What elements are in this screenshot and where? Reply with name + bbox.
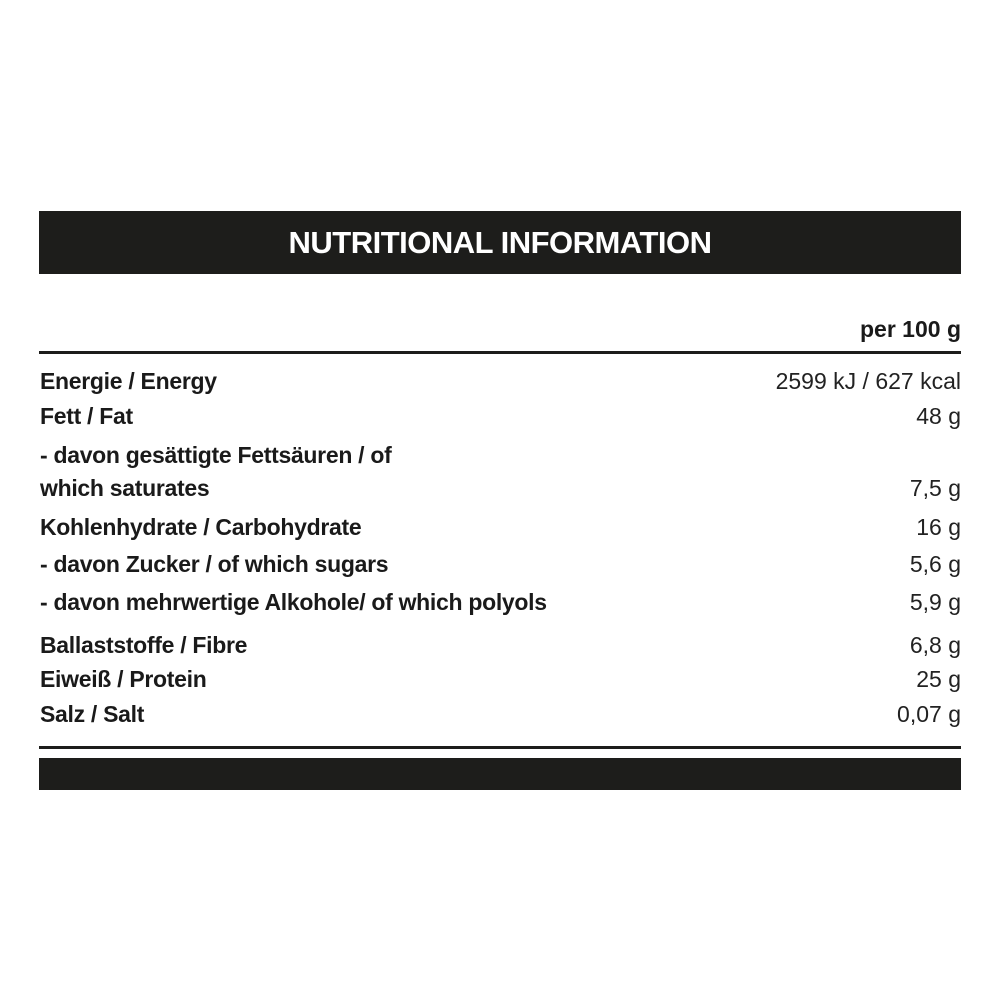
table-row: Kohlenhydrate / Carbohydrate 16 g (40, 511, 961, 544)
row-label: - davon mehrwertige Alkohole/ of which p… (40, 589, 547, 615)
footer-divider (39, 746, 961, 749)
table-row: Energie / Energy 2599 kJ / 627 kcal (40, 365, 961, 398)
row-value: 5,6 g (909, 551, 961, 577)
header-divider (39, 351, 961, 354)
row-label: Energie / Energy (40, 368, 217, 394)
footer-bar (39, 758, 961, 790)
column-header: per 100 g (860, 316, 961, 342)
row-label: Salz / Salt (40, 701, 145, 727)
row-value: 5,9 g (909, 589, 961, 615)
row-label: - davon gesättigte Fettsäuren / of (40, 442, 392, 468)
table-title: NUTRITIONAL INFORMATION (288, 224, 712, 260)
row-value: 2599 kJ / 627 kcal (775, 368, 961, 394)
row-label: - davon Zucker / of which sugars (40, 551, 389, 577)
row-value: 16 g (916, 514, 961, 540)
table-row: Fett / Fat 48 g (40, 400, 961, 433)
row-label: Fett / Fat (40, 403, 133, 429)
row-label: Ballaststoffe / Fibre (40, 632, 248, 658)
table-row: - davon Zucker / of which sugars 5,6 g (40, 548, 961, 581)
row-value: 25 g (916, 666, 961, 692)
row-label: Kohlenhydrate / Carbohydrate (40, 514, 362, 540)
row-label-continued: which saturates (40, 475, 210, 501)
table-row: - davon mehrwertige Alkohole/ of which p… (40, 586, 961, 619)
row-value: 7,5 g (909, 475, 961, 501)
table-row: Salz / Salt 0,07 g (40, 698, 961, 731)
title-bar: NUTRITIONAL INFORMATION (39, 211, 961, 274)
table-row: Eiweiß / Protein 25 g (40, 663, 961, 696)
row-value: 48 g (916, 403, 961, 429)
row-value: 6,8 g (909, 632, 961, 658)
row-value: 0,07 g (897, 701, 961, 727)
table-row: - davon gesättigte Fettsäuren / of which… (40, 439, 961, 505)
row-label: Eiweiß / Protein (40, 666, 207, 692)
table-row: Ballaststoffe / Fibre 6,8 g (40, 629, 961, 662)
